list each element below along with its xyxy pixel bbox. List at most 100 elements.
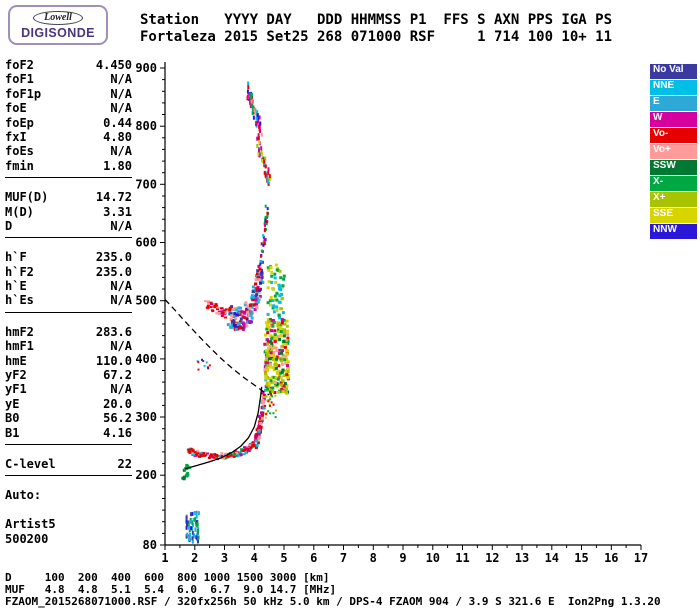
param-label: Artist5 [5, 517, 56, 532]
param-label: h`E [5, 279, 27, 294]
legend-item-x-: X+ [650, 192, 697, 207]
param-label: C-level [5, 456, 56, 471]
param-row: B1 4.16 [5, 426, 132, 440]
param-label: h`F2 [5, 264, 34, 279]
param-value: 3.31 [103, 204, 132, 219]
param-row: D N/A [5, 219, 132, 233]
param-label: foEp [5, 115, 34, 130]
param-label: 500200 [5, 531, 49, 546]
param-value: 1.80 [103, 158, 132, 173]
param-row: M(D) 3.31 [5, 205, 132, 219]
param-row: foEp 0.44 [5, 116, 132, 130]
param-group: MUF(D) 14.72 M(D) 3.31 D N/A [5, 189, 132, 239]
svg-text:9: 9 [399, 551, 406, 565]
param-label: foE [5, 101, 27, 116]
param-row: C-level 22 [5, 457, 132, 471]
digisonde-logo-text: DIGISONDE [21, 25, 95, 40]
param-label: h`Es [5, 293, 34, 308]
muf-row: MUF 4.8 4.8 5.1 5.4 6.0 6.7 9.0 14.7 [MH… [5, 583, 337, 596]
param-label: hmF1 [5, 339, 34, 354]
legend-item-nne: NNE [650, 80, 697, 95]
svg-text:400: 400 [135, 352, 157, 366]
param-value: 110.0 [95, 353, 132, 368]
legend-item-w: W [650, 112, 697, 127]
param-value: N/A [110, 72, 132, 87]
param-label: B1 [5, 425, 20, 440]
lowell-oval-logo: Lowell [33, 10, 83, 25]
param-label: fmin [5, 158, 34, 173]
legend-item-nnw: NNW [650, 224, 697, 239]
svg-text:200: 200 [135, 468, 157, 482]
param-value: N/A [110, 101, 132, 116]
param-value: 235.0 [95, 250, 132, 265]
param-row: foF1 N/A [5, 72, 132, 86]
param-row: h`F 235.0 [5, 250, 132, 264]
param-value: 283.6 [95, 324, 132, 339]
param-group: h`F 235.0 h`F2 235.0 h`E N/A h`Es N/A [5, 249, 132, 313]
legend-item-x-: X- [650, 176, 697, 191]
param-value: N/A [110, 279, 132, 294]
svg-text:500: 500 [135, 294, 157, 308]
param-value: 0.44 [103, 115, 132, 130]
param-label: h`F [5, 250, 27, 265]
param-row: B0 56.2 [5, 411, 132, 425]
svg-text:13: 13 [515, 551, 529, 565]
param-value: N/A [110, 218, 132, 233]
param-row: foE N/A [5, 101, 132, 115]
svg-text:300: 300 [135, 410, 157, 424]
param-row: 500200 [5, 532, 132, 546]
svg-text:4: 4 [251, 551, 258, 565]
svg-text:600: 600 [135, 236, 157, 250]
param-row: hmF1 N/A [5, 339, 132, 353]
param-row: h`F2 235.0 [5, 265, 132, 279]
param-value: N/A [110, 382, 132, 397]
param-label: foEs [5, 144, 34, 159]
svg-text:2: 2 [191, 551, 198, 565]
legend-item-vo-: Vo- [650, 128, 697, 143]
param-row: h`E N/A [5, 279, 132, 293]
param-group: Auto: Artist5 500200 [5, 487, 132, 550]
param-row: MUF(D) 14.72 [5, 190, 132, 204]
param-label: fxI [5, 129, 27, 144]
param-row: fxI 4.80 [5, 130, 132, 144]
svg-text:1: 1 [161, 551, 168, 565]
svg-text:14: 14 [545, 551, 559, 565]
param-value: N/A [110, 86, 132, 101]
echo-direction-legend: No Val NNE E W Vo- Vo+ SSW X- X+ SSE NNW [650, 64, 697, 240]
legend-item-no-val: No Val [650, 64, 697, 79]
param-label: Auto: [5, 488, 42, 503]
param-value: 4.450 [95, 58, 132, 72]
param-value: 20.0 [103, 396, 132, 411]
svg-text:3: 3 [221, 551, 228, 565]
param-value: N/A [110, 144, 132, 159]
param-label: foF1 [5, 72, 34, 87]
svg-text:11: 11 [455, 551, 469, 565]
legend-item-vo-: Vo+ [650, 144, 697, 159]
param-value: 14.72 [95, 190, 132, 205]
param-row: h`Es N/A [5, 293, 132, 307]
legend-item-sse: SSE [650, 208, 697, 223]
param-label: yE [5, 396, 20, 411]
svg-text:5: 5 [280, 551, 287, 565]
param-label: D [5, 218, 13, 233]
param-value: N/A [110, 339, 132, 354]
parameter-panel: foF2 4.450 foF1 N/A foF1p N/A foE N/A foEp 0.44 fx… [5, 57, 132, 561]
param-group: C-level 22 [5, 456, 132, 477]
svg-text:15: 15 [574, 551, 588, 565]
param-label: yF1 [5, 382, 27, 397]
footer-line: FZAOM_2015268071000.RSF / 320fx256h 50 k… [5, 595, 661, 608]
param-value: 4.80 [103, 129, 132, 144]
param-label: hmF2 [5, 324, 34, 339]
param-label: MUF(D) [5, 190, 49, 205]
param-label: M(D) [5, 204, 34, 219]
svg-text:8: 8 [370, 551, 377, 565]
param-row: hmF2 283.6 [5, 325, 132, 339]
station-header: Station YYYY DAY DDD HHMMSS P1 FFS S AXN… [140, 12, 612, 46]
svg-text:700: 700 [135, 177, 157, 191]
svg-text:900: 900 [135, 61, 157, 75]
param-group: hmF2 283.6 hmF1 N/A hmE 110.0 yF2 67.2 yF1 N/A yE 2… [5, 324, 132, 445]
svg-text:800: 800 [135, 119, 157, 133]
header-line-columns: Station YYYY DAY DDD HHMMSS P1 FFS S AXN… [140, 12, 613, 28]
param-row: hmE 110.0 [5, 354, 132, 368]
param-row: Artist5 [5, 517, 132, 531]
